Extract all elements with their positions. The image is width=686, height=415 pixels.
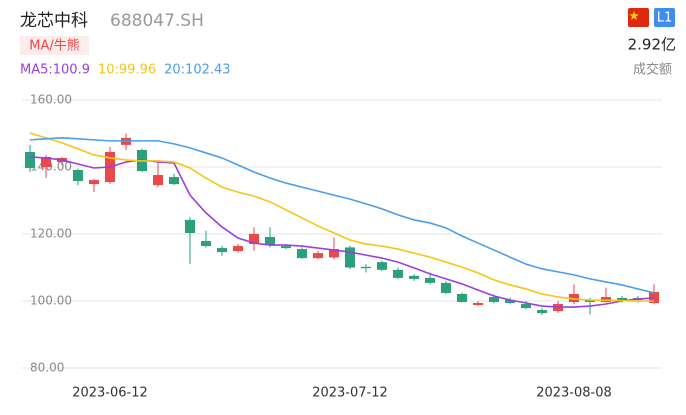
candle-body bbox=[441, 282, 451, 293]
candle-body bbox=[361, 266, 371, 269]
candle-body bbox=[201, 241, 211, 247]
candle-body bbox=[521, 304, 531, 309]
button-bg[interactable] bbox=[20, 36, 89, 55]
candle-body bbox=[25, 151, 35, 169]
candle-body bbox=[585, 299, 595, 303]
y-tick-label: 80.00 bbox=[30, 361, 64, 375]
candle-body bbox=[505, 299, 515, 304]
y-tick-label: 160.00 bbox=[30, 93, 72, 107]
candle-body bbox=[297, 249, 307, 259]
candle-body bbox=[473, 303, 483, 306]
candle-body bbox=[409, 275, 419, 279]
legend-entry: 10:99.96 bbox=[98, 63, 156, 78]
candle-body bbox=[345, 247, 355, 268]
candle-body bbox=[537, 310, 547, 314]
candle-body bbox=[73, 170, 83, 182]
ma-line bbox=[29, 156, 655, 308]
stock-code: 688047.SH bbox=[110, 11, 204, 31]
ma-line bbox=[29, 132, 655, 302]
candle-body bbox=[281, 246, 291, 249]
candle-body bbox=[377, 262, 387, 270]
volume-value: 2.92亿 bbox=[628, 36, 676, 54]
ma-line bbox=[29, 137, 655, 294]
candle-body bbox=[89, 180, 99, 185]
candle-body bbox=[393, 269, 403, 278]
candle-body bbox=[41, 156, 51, 167]
candle-body bbox=[313, 253, 323, 259]
legend-entry: 20:102.43 bbox=[164, 63, 230, 78]
candle-body bbox=[601, 296, 611, 303]
stock-name: 龙芯中科 bbox=[20, 11, 88, 31]
level-badge: L1 bbox=[657, 11, 673, 26]
ma-button[interactable]: MA/牛熊 bbox=[29, 38, 80, 54]
y-tick-label: 100.00 bbox=[30, 294, 72, 308]
candle-body bbox=[569, 293, 579, 303]
x-tick-label: 2023-07-12 bbox=[312, 386, 388, 401]
candle-body bbox=[153, 175, 163, 186]
candle-body bbox=[617, 297, 627, 300]
candle-body bbox=[217, 248, 227, 253]
x-tick-label: 2023-06-12 bbox=[72, 386, 148, 401]
legend-entry: MA5:100.9 bbox=[20, 63, 90, 78]
candle-body bbox=[249, 234, 259, 245]
badge-bg bbox=[654, 8, 675, 27]
candle-body bbox=[169, 177, 179, 185]
flag-icon bbox=[628, 8, 649, 27]
x-tick-label: 2023-08-08 bbox=[536, 386, 612, 401]
candle-body bbox=[649, 291, 659, 304]
candle-body bbox=[489, 296, 499, 303]
candle-body bbox=[233, 246, 243, 252]
candle-body bbox=[425, 277, 435, 283]
y-tick-label: 120.00 bbox=[30, 227, 72, 241]
volume-label: 成交额 bbox=[633, 62, 672, 78]
candle-body bbox=[265, 237, 275, 246]
candle-body bbox=[185, 219, 195, 233]
candle-body bbox=[457, 293, 467, 303]
candle-body bbox=[329, 249, 339, 258]
